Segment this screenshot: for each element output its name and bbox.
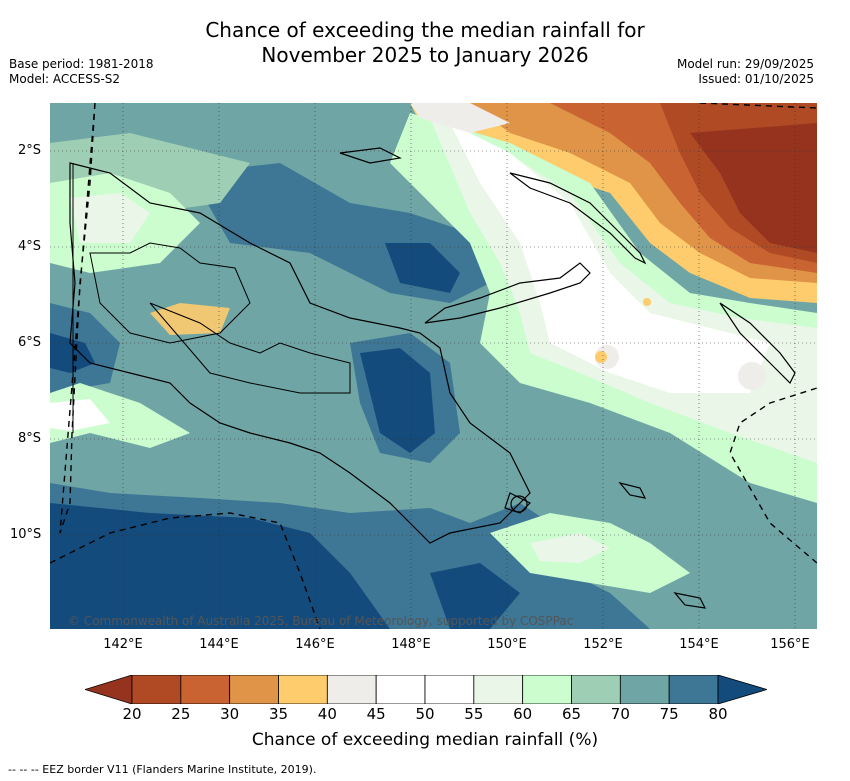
zone-80-north — [385, 243, 460, 293]
rossel-island — [673, 592, 707, 609]
colorbar-tick-label: 80 — [708, 705, 728, 723]
new-britain-coast — [424, 262, 591, 324]
colorbar-under-arrow — [85, 675, 133, 704]
lat-label-4s: 4°S — [18, 239, 42, 254]
zone-35-mid-spot — [595, 351, 607, 363]
colorbar-tick-label: 20 — [122, 705, 142, 723]
coastlines — [69, 147, 796, 609]
zone-50-east — [450, 123, 770, 393]
colorbar-over-arrow — [717, 675, 767, 704]
colorbar — [85, 675, 767, 704]
lon-label-146e: 146°E — [295, 637, 335, 652]
zone-under20-northeast — [690, 123, 817, 253]
fergusson-island — [504, 492, 532, 514]
lon-label-142e: 142°E — [103, 637, 143, 652]
zone-50-west — [50, 399, 110, 431]
map-title: Chance of exceeding the median rainfall … — [0, 18, 850, 68]
lon-label-152e: 152°E — [583, 637, 623, 652]
eez-south — [50, 512, 321, 629]
bougainville-coast — [719, 302, 796, 385]
lat-label-10s: 10°S — [10, 527, 42, 542]
colorbar-segment — [571, 675, 621, 704]
zone-80-central — [360, 348, 435, 453]
zone-40-north — [410, 103, 510, 133]
colorbar-segment — [424, 675, 475, 704]
eez-north — [699, 103, 817, 109]
title-line-1: Chance of exceeding the median rainfall … — [205, 18, 645, 42]
colorbar-segment — [180, 675, 231, 704]
colorbar-label: Chance of exceeding median rainfall (%) — [251, 730, 599, 750]
colorbar-segment — [522, 675, 572, 704]
province-border-2 — [149, 302, 351, 394]
colorbar-tick-label: 75 — [659, 705, 679, 723]
eez-border-lines — [50, 103, 817, 629]
colorbar-tick-label: 60 — [513, 705, 533, 723]
lat-label-8s: 8°S — [18, 431, 42, 446]
ring-island — [510, 495, 528, 513]
eez-west — [59, 103, 96, 534]
eez-legend-note: -- -- -- EEZ border V11 (Flanders Marine… — [8, 763, 317, 776]
lon-label-144e: 144°E — [199, 637, 239, 652]
meta-right: Model run: 29/09/2025 Issued: 01/10/2025 — [677, 57, 814, 87]
colorbar-tick-label: 30 — [220, 705, 240, 723]
zone-60-northwest — [70, 193, 150, 243]
woodlark-island — [618, 481, 647, 499]
zone-65-west-band — [50, 383, 190, 448]
colorbar-tick-label: 70 — [610, 705, 630, 723]
colorbar-segment — [668, 675, 719, 704]
lon-label-154e: 154°E — [679, 637, 719, 652]
colorbar-tick-label: 45 — [366, 705, 386, 723]
title-line-2: November 2025 to January 2026 — [261, 43, 589, 67]
colorbar-tick-label: 65 — [561, 705, 582, 723]
new-guinea-coast — [69, 162, 531, 544]
manus-coast — [339, 147, 402, 164]
zone-35-small-spot — [643, 298, 651, 306]
meta-left: Base period: 1981-2018 Model: ACCESS-S2 — [9, 57, 154, 87]
colorbar-tick-label: 25 — [171, 705, 191, 723]
colorbar-tick-label: 35 — [268, 705, 289, 723]
colorbar-segments — [131, 675, 719, 704]
lon-label-148e: 148°E — [391, 637, 431, 652]
colorbar-segment — [619, 675, 670, 704]
lon-label-156e: 156°E — [770, 637, 810, 652]
model-text: Model: ACCESS-S2 — [9, 72, 121, 86]
colorbar-segment — [326, 675, 377, 704]
colorbar-segment — [375, 675, 426, 704]
lat-label-2s: 2°S — [18, 143, 42, 158]
map-canvas — [50, 103, 817, 629]
colorbar-tick-label: 50 — [415, 705, 435, 723]
colorbar-segment — [131, 675, 182, 704]
colorbar-segment — [278, 675, 328, 704]
model-run-text: Model run: 29/09/2025 — [676, 57, 814, 71]
rainfall-map — [50, 103, 817, 629]
colorbar-tick-label: 40 — [317, 705, 337, 723]
zone-40-east-spot — [738, 362, 766, 390]
new-ireland-coast — [509, 172, 647, 265]
zone-80-southwest — [50, 503, 390, 629]
copyright-text: © Commonwealth of Australia 2025, Bureau… — [68, 614, 574, 628]
lat-label-6s: 6°S — [18, 335, 42, 350]
base-period-text: Base period: 1981-2018 — [9, 57, 154, 71]
issued-text: Issued: 01/10/2025 — [698, 72, 814, 86]
boundaries — [72, 163, 351, 433]
province-border-1 — [89, 242, 251, 344]
zone-80-south-central — [430, 563, 520, 629]
lon-label-150e: 150°E — [487, 637, 527, 652]
colorbar-segment — [473, 675, 524, 704]
eez-east — [729, 387, 817, 564]
colorbar-tick-label: 55 — [464, 705, 484, 723]
colorbar-segment — [229, 675, 279, 704]
zone-60-southeast — [530, 533, 610, 563]
